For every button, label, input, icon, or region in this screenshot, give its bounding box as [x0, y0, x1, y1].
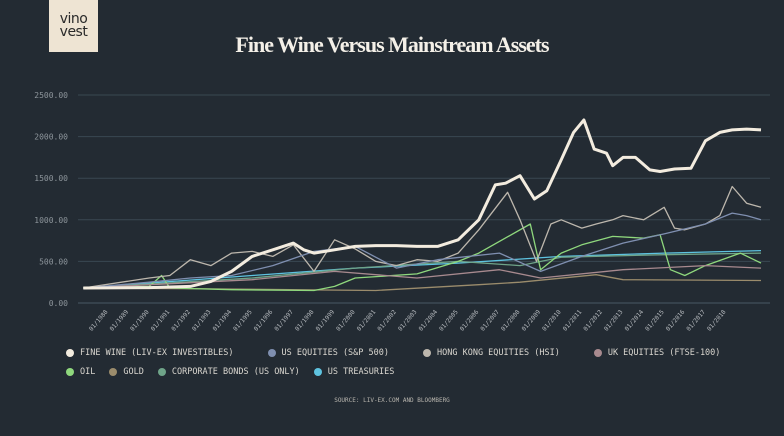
x-tick-label: 01/2010 — [541, 308, 563, 332]
legend-label: OIL — [80, 367, 96, 377]
legend-dot-icon — [313, 368, 322, 376]
logo-line-1: vino — [59, 11, 88, 27]
x-tick-label: 01/2008 — [500, 308, 522, 332]
series-line-uk-equities-ftse-100 — [83, 264, 762, 289]
logo-line-2: vest — [59, 24, 88, 40]
x-tick-label: 01/2018 — [706, 308, 728, 332]
vinovest-logo: vino vest — [49, 0, 98, 52]
series-line-hong-kong-equities-hsi — [83, 185, 762, 289]
x-tick-label: 01/2000 — [335, 308, 357, 332]
legend-label: UK EQUITIES (FTSE-100) — [607, 348, 721, 358]
x-tick-label: 01/1992 — [170, 308, 192, 332]
series-line-oil — [83, 223, 762, 292]
x-tick-label: 01/1997 — [273, 308, 295, 332]
legend-dot-icon — [157, 368, 166, 376]
x-tick-label: 01/1991 — [150, 308, 172, 332]
x-tick-label: 01/2016 — [665, 308, 687, 332]
legend-dot-icon — [593, 349, 602, 357]
legend-label: HONG KONG EQUITIES (HSI) — [437, 348, 560, 358]
x-tick-label: 01/1999 — [315, 308, 337, 332]
x-tick-label: 01/2013 — [603, 308, 625, 332]
legend-dot-icon — [66, 368, 74, 376]
x-tick-label: 01/2012 — [582, 308, 604, 332]
x-tick-label: 01/2015 — [644, 308, 666, 332]
x-tick-label: 01/2004 — [418, 308, 440, 332]
source-note: SOURCE: LIV-EX.COM AND BLOOMBERG — [334, 397, 450, 404]
legend-label: US TREASURIES — [327, 367, 395, 377]
series-line-fine-wine-liv-ex-investibles — [83, 118, 762, 290]
y-tick-label: 0.00 — [49, 299, 68, 308]
legend-label: GOLD — [123, 367, 144, 377]
legend-item: OIL — [66, 367, 95, 377]
series-line-us-equities-s-p-500 — [83, 212, 762, 289]
legend-dot-icon — [423, 349, 431, 357]
legend-item: US EQUITIES (S&P 500) — [267, 348, 389, 358]
x-tick-label: 01/2005 — [438, 308, 460, 332]
legend-item: CORPORATE BONDS (US ONLY) — [157, 367, 300, 377]
x-tick-label: 01/1988 — [88, 308, 110, 332]
legend-label: FINE WINE (LIV-EX INVESTIBLES) — [80, 348, 234, 358]
legend-item: US TREASURIES — [313, 367, 395, 377]
x-tick-label: 01/1998 — [294, 308, 316, 332]
legend-label: CORPORATE BONDS (US ONLY) — [171, 367, 300, 377]
x-tick-label: 01/1989 — [109, 308, 131, 332]
legend-label: US EQUITIES (S&P 500) — [281, 348, 389, 358]
y-tick-label: 2500.00 — [34, 91, 68, 100]
x-tick-label: 01/1993 — [191, 308, 213, 332]
legend-item: UK EQUITIES (FTSE-100) — [593, 348, 721, 358]
x-tick-label: 01/2007 — [479, 308, 501, 332]
x-tick-label: 01/2003 — [397, 308, 419, 332]
x-tick-label: 01/2001 — [356, 308, 378, 332]
legend-item: FINE WINE (LIV-EX INVESTIBLES) — [66, 348, 234, 358]
x-tick-label: 01/1994 — [212, 308, 234, 332]
x-tick-label: 01/2009 — [521, 308, 543, 332]
x-tick-label: 01/1996 — [253, 308, 275, 332]
chart-title: Fine Wine Versus Mainstream Assets — [235, 32, 549, 57]
x-tick-label: 01/2014 — [624, 308, 646, 332]
x-tick-label: 01/1995 — [232, 308, 254, 332]
legend-item: GOLD — [109, 367, 144, 377]
y-tick-label: 1500.00 — [34, 174, 68, 183]
legend-dot-icon — [66, 349, 74, 357]
legend-item: HONG KONG EQUITIES (HSI) — [423, 348, 560, 358]
x-tick-label: 01/2006 — [459, 308, 481, 332]
legend-dot-icon — [267, 349, 276, 357]
legend: FINE WINE (LIV-EX INVESTIBLES) US EQUITIE… — [66, 348, 766, 386]
x-tick-label: 01/2002 — [376, 308, 398, 332]
series-line-corporate-bonds-us-only — [83, 252, 762, 289]
x-tick-label: 01/2011 — [562, 308, 584, 332]
series-line-us-treasuries — [83, 249, 762, 289]
legend-dot-icon — [109, 368, 118, 376]
x-tick-label: 01/1990 — [129, 308, 151, 332]
x-tick-label: 01/2017 — [685, 308, 707, 332]
y-tick-label: 1000.00 — [34, 216, 68, 225]
y-tick-label: 2000.00 — [34, 133, 68, 142]
y-tick-label: 500.00 — [39, 257, 68, 266]
